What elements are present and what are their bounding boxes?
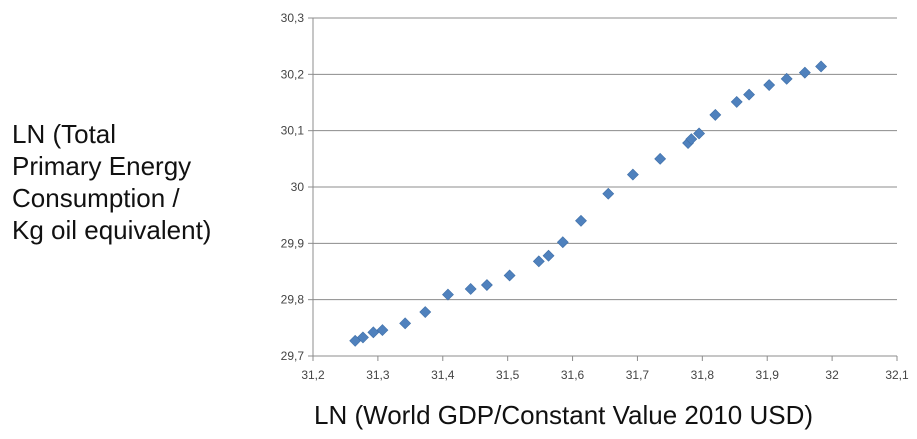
axes	[308, 17, 898, 361]
x-tick-label: 31,4	[431, 368, 455, 382]
data-point	[654, 152, 667, 165]
y-tick-label: 30,3	[281, 11, 305, 25]
data-point	[480, 279, 493, 291]
x-tick-label: 31,2	[301, 368, 325, 382]
y-axis-label-line: Consumption /	[12, 183, 180, 213]
data-point	[730, 96, 743, 108]
y-tick-label: 29,8	[281, 293, 305, 307]
data-point	[399, 317, 412, 330]
data-point	[556, 236, 569, 249]
y-tick-label: 30,2	[281, 67, 305, 81]
x-axis-label: LN (World GDP/Constant Value 2010 USD)	[314, 400, 814, 430]
x-tick-label: 31,6	[561, 368, 585, 382]
x-tick-label: 32,1	[885, 368, 909, 382]
data-point	[442, 288, 454, 301]
data-point	[780, 72, 793, 85]
x-tick-label: 31,5	[496, 368, 520, 382]
data-point	[357, 331, 369, 344]
data-point	[626, 168, 639, 181]
x-tick-label: 31,3	[366, 368, 390, 382]
data-point	[376, 324, 389, 337]
data-points	[349, 60, 828, 347]
tick-labels: 30,3 30,2 30,1 30 29,9 29,8 29,7 31,2 31,3 31,4 31…	[281, 11, 909, 382]
y-axis-label-line: LN (Total	[12, 119, 117, 149]
grid-lines	[313, 17, 897, 357]
y-axis-label: LN (Total Primary Energy Consumption / K…	[12, 118, 272, 246]
data-point	[743, 88, 755, 101]
x-tick-label: 31,9	[756, 368, 780, 382]
data-point	[575, 214, 587, 227]
y-tick-label: 30,1	[281, 124, 305, 138]
data-point	[815, 60, 828, 73]
data-point	[685, 133, 698, 146]
data-point	[503, 269, 516, 282]
x-tick-label: 31,8	[691, 368, 715, 382]
data-point	[419, 306, 432, 318]
data-point	[798, 66, 811, 79]
y-axis-label-line: Kg oil equivalent)	[12, 215, 212, 245]
data-point	[464, 283, 477, 295]
x-tick-label: 31,7	[626, 368, 650, 382]
data-point	[602, 187, 615, 200]
y-tick-label: 29,7	[281, 349, 305, 363]
data-point	[367, 326, 380, 339]
data-point	[709, 108, 722, 121]
data-point	[542, 249, 555, 262]
x-tick-label: 32	[825, 368, 839, 382]
y-tick-label: 29,9	[281, 236, 305, 250]
data-point	[763, 79, 776, 91]
y-tick-label: 30	[291, 180, 305, 194]
data-point	[532, 255, 545, 268]
data-point	[693, 127, 706, 140]
y-axis-label-line: Primary Energy	[12, 151, 192, 181]
